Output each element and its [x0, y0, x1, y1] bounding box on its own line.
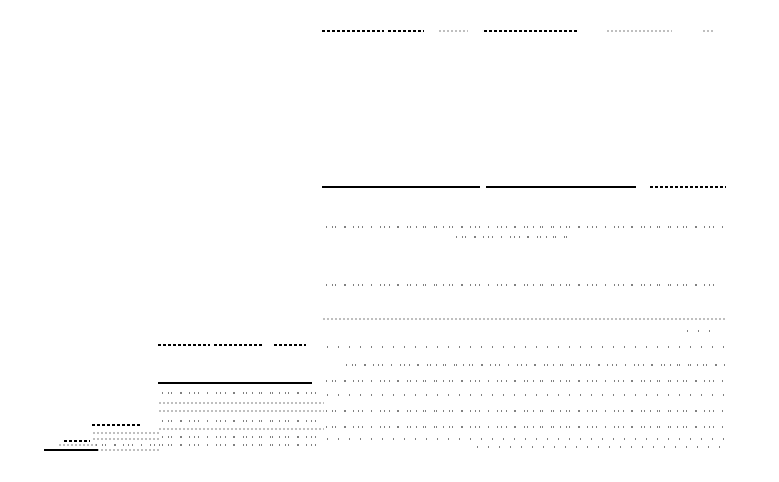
body-line [322, 410, 726, 412]
page-thumbnail-medium [158, 340, 324, 452]
body-line [158, 420, 324, 422]
body-line [92, 432, 160, 434]
abstract-line [682, 330, 712, 332]
header-line [702, 30, 714, 32]
body-line [158, 410, 324, 412]
author-line [158, 392, 324, 394]
header-line [92, 424, 142, 426]
page-thumbnail-small [92, 422, 160, 452]
abstract-line [322, 318, 726, 320]
body-line [322, 438, 726, 440]
body-line [322, 426, 726, 428]
body-line [92, 438, 160, 440]
author-line [322, 226, 726, 228]
header-line [322, 30, 384, 32]
body-line [158, 436, 324, 438]
header-line [274, 344, 306, 346]
body-line [58, 444, 98, 446]
body-line [158, 428, 324, 430]
title-line [322, 186, 480, 188]
body-line [92, 449, 160, 451]
body-line [92, 444, 160, 446]
header-line [214, 344, 262, 346]
body-line [342, 364, 726, 366]
header-line [484, 30, 578, 32]
body-line [322, 380, 726, 382]
header-line [64, 440, 90, 442]
body-line [44, 449, 98, 451]
abstract-line [322, 346, 726, 348]
body-line [158, 402, 324, 404]
header-line [158, 344, 210, 346]
body-line [158, 444, 324, 446]
title-line [486, 186, 636, 188]
header-line [606, 30, 672, 32]
body-line [322, 394, 726, 396]
header-line [388, 30, 424, 32]
abstract-line [322, 284, 718, 286]
author-line [452, 236, 572, 238]
page-thumbnail-tiny [44, 440, 98, 452]
body-line [472, 446, 726, 448]
header-line [438, 30, 468, 32]
page-thumbnail-large [322, 26, 732, 452]
title-line [158, 382, 312, 384]
title-line [650, 186, 726, 188]
